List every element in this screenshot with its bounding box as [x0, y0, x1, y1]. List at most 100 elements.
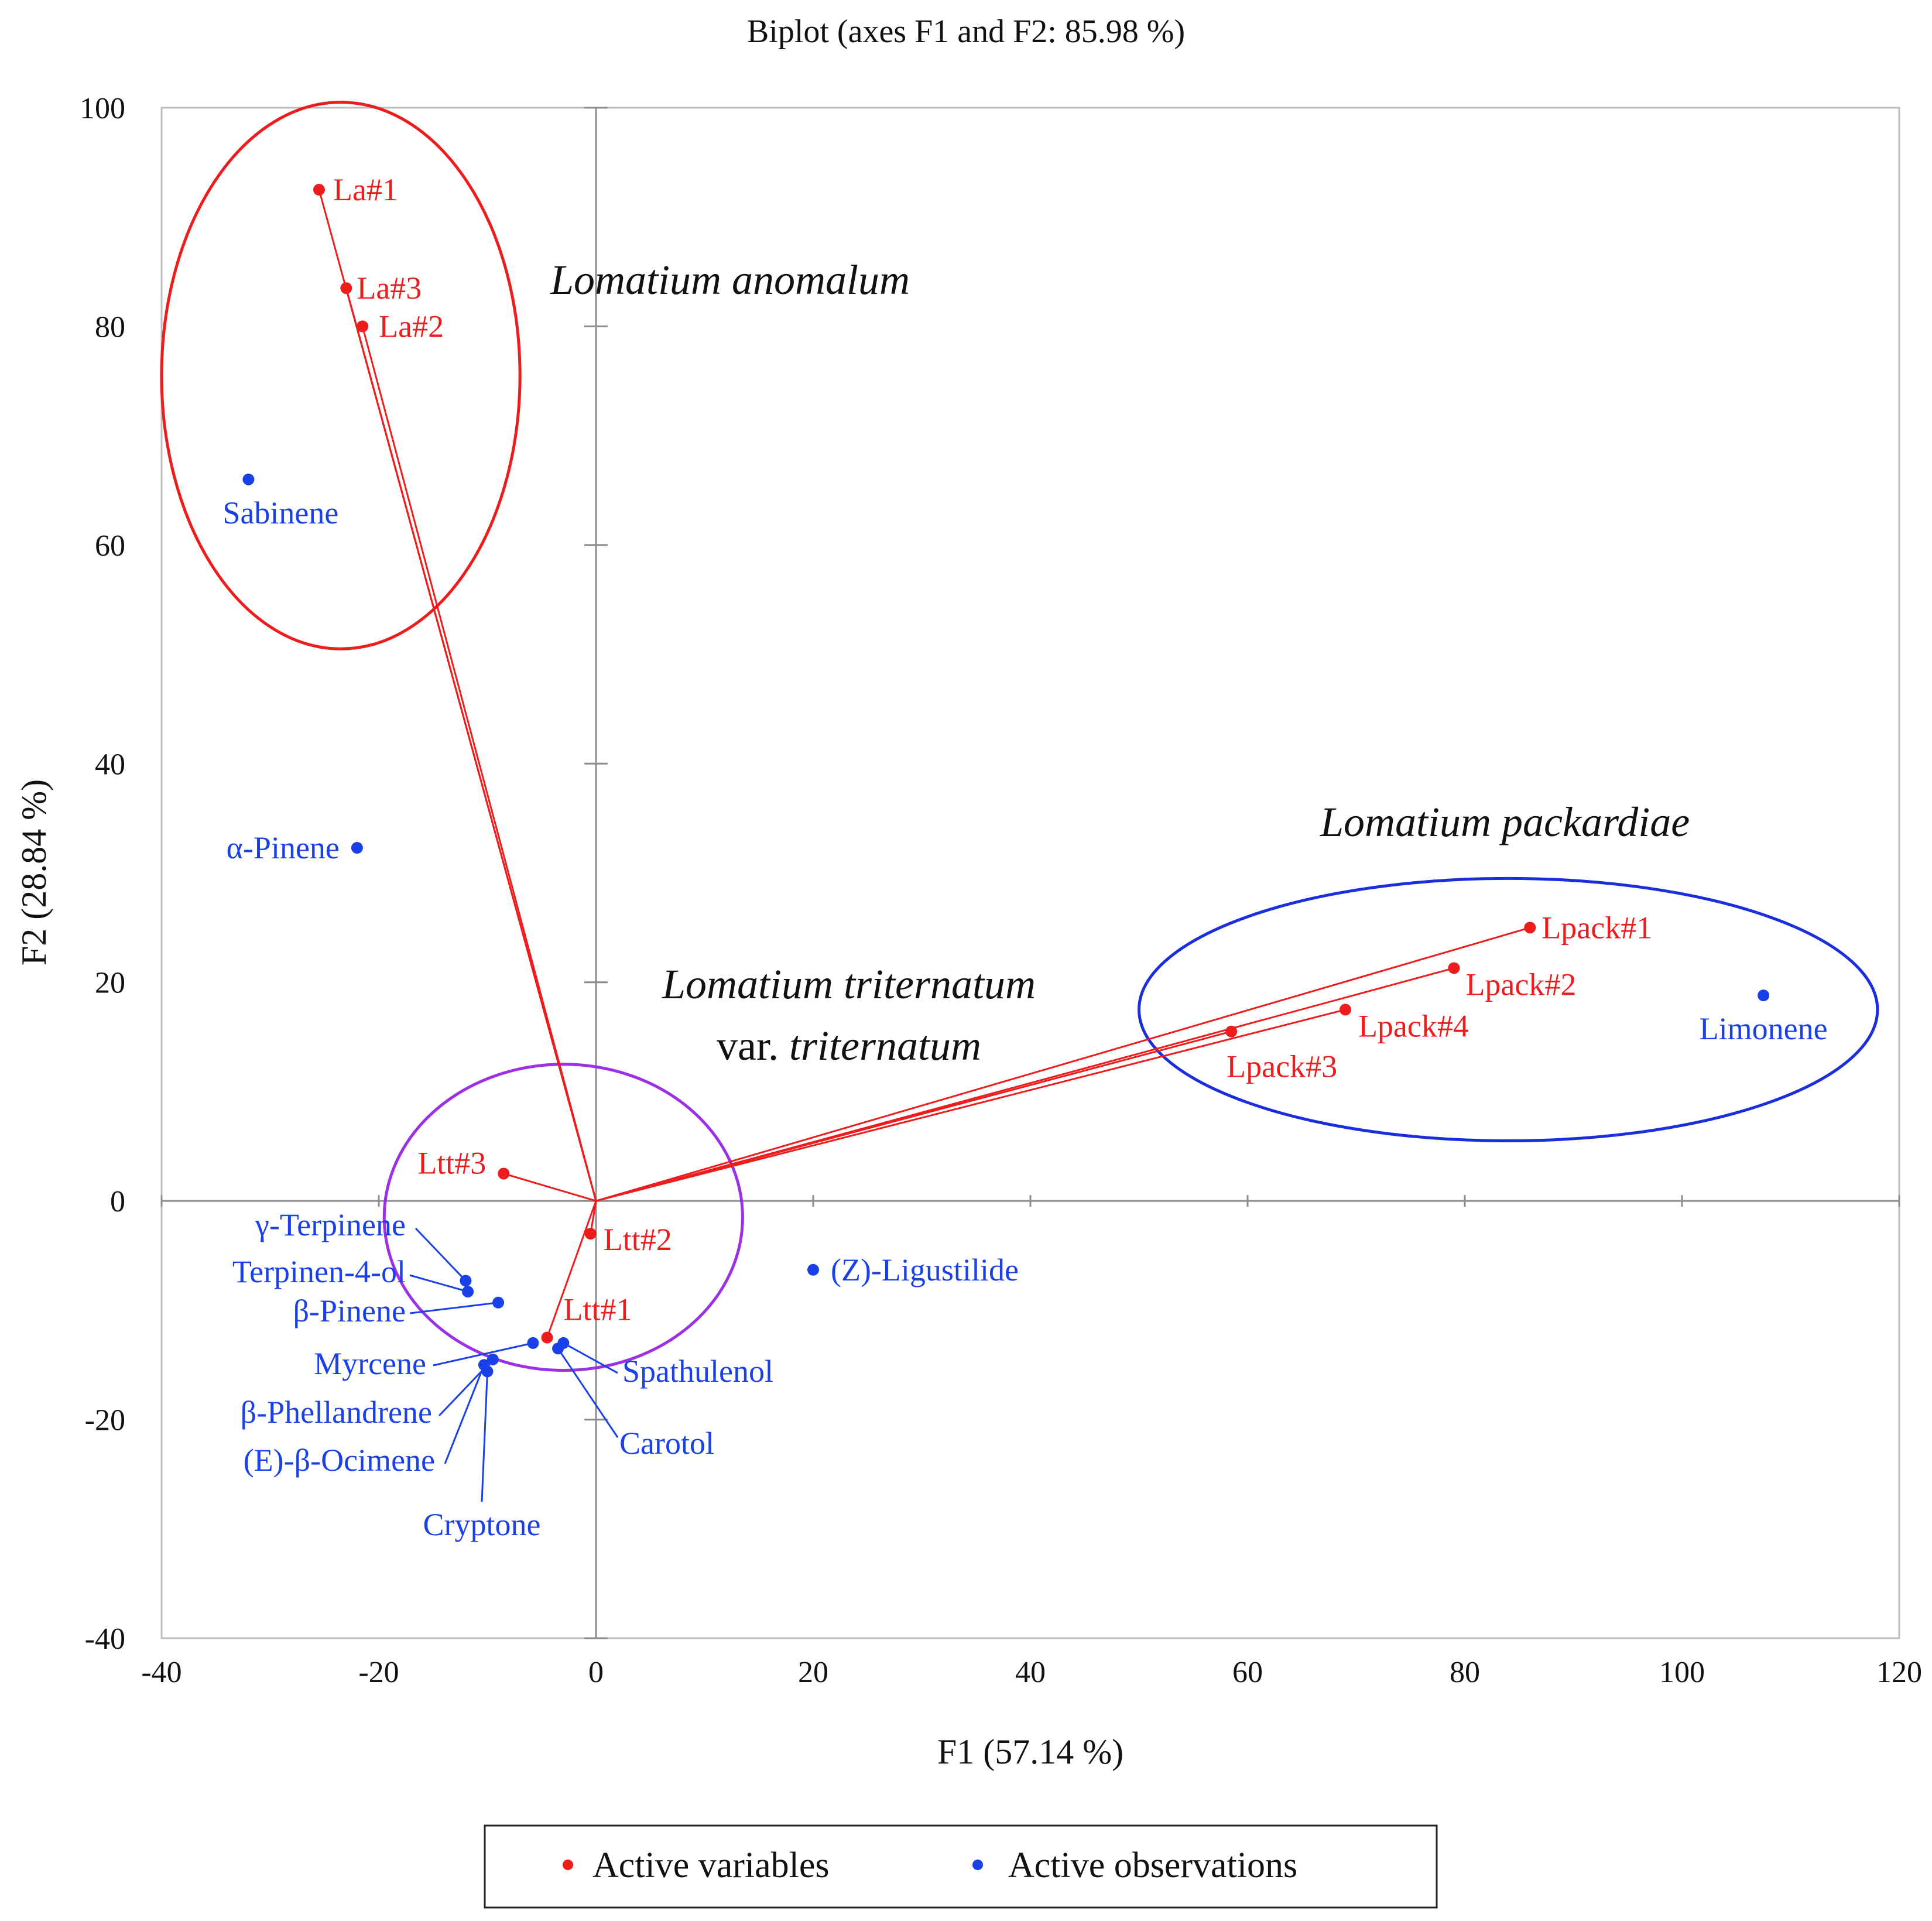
point-labels: La#1 La#3La#2 Ltt#3 Ltt#2 Ltt#1 Lpack#1 Lpack#… [222, 172, 1827, 1542]
point-ltt-1 [541, 1331, 553, 1344]
vector-ltt-1 [546, 1200, 597, 1338]
axes [160, 107, 1900, 1639]
annotation-lomatium-triternatum: Lomatium triternatum [662, 961, 1036, 1008]
label-phellandrene: β-Phellandrene [241, 1395, 432, 1430]
label-spathulenol: Spathulenol [622, 1354, 773, 1389]
y-tick-label: 40 [95, 748, 125, 781]
leader-terpinene [415, 1227, 467, 1282]
point-la-2 [357, 320, 369, 333]
points [242, 184, 1770, 1378]
annotation-lomatium-anomalum: Lomatium anomalum [550, 256, 910, 303]
y-tick-label: -40 [85, 1622, 125, 1656]
ellipse-lomatium-packardiae [1138, 876, 1879, 1142]
y-tick-labels: -40 -20 0 20 40 60 80 100 [80, 92, 125, 1656]
label-leader-lines [409, 1227, 619, 1502]
x-tick-label: 100 [1659, 1656, 1705, 1689]
y-tick-label: 60 [95, 529, 125, 563]
point-pinene [492, 1296, 505, 1309]
label-terpinene: γ-Terpinene [255, 1207, 406, 1242]
leader-pinene [409, 1302, 499, 1314]
x-tick-labels: -40 -20 0 20 40 60 80 100 120 [141, 1656, 1922, 1689]
label-pinene: β-Pinene [293, 1293, 406, 1328]
x-tick-label: 120 [1876, 1656, 1922, 1689]
point-phellandrene [487, 1353, 499, 1365]
label-cryptone: Cryptone [423, 1507, 541, 1542]
x-tick-label: -20 [358, 1656, 399, 1689]
y-tick-label: 0 [110, 1185, 125, 1218]
point-cryptone [481, 1365, 494, 1378]
point-lpack-4 [1339, 1004, 1351, 1016]
chart-title: Biplot (axes F1 and F2: 85.98 %) [747, 13, 1185, 50]
x-axis-label: F1 (57.14 %) [937, 1732, 1123, 1771]
point-carotol [552, 1343, 564, 1355]
label-la-3: La#3 [357, 270, 422, 306]
group-ellipses [160, 101, 1879, 1372]
label-lpack-1: Lpack#1 [1542, 910, 1652, 945]
point-lpack-1 [1524, 922, 1536, 934]
leader-e-ocimene [444, 1364, 485, 1464]
label-la-1: La#1 [333, 172, 398, 207]
vector-lpack-3 [595, 1030, 1232, 1202]
label-lpack-4: Lpack#4 [1358, 1008, 1469, 1043]
leader-cryptone [481, 1371, 488, 1502]
leader-myrcene [433, 1342, 533, 1367]
label-e-ocimene: (E)-β-Ocimene [244, 1443, 435, 1478]
point-ltt-2 [584, 1228, 597, 1240]
point-terpinene [460, 1275, 472, 1287]
x-tick-label: 20 [798, 1656, 828, 1689]
label-la-2: La#2 [379, 309, 444, 344]
x-tick-label: -40 [141, 1656, 181, 1689]
legend-label-active-observations: Active observations [1008, 1845, 1297, 1885]
vector-la-3 [345, 287, 597, 1201]
annotation-var-prefix: var. [717, 1022, 789, 1069]
x-tick-label: 60 [1232, 1656, 1263, 1689]
leader-terpinen-4-ol [409, 1274, 468, 1293]
leader-carotol [557, 1348, 619, 1438]
point-ltt-3 [498, 1167, 510, 1180]
legend-marker-active-observations [972, 1860, 983, 1870]
vector-la-2 [361, 326, 597, 1201]
point-limonene [1758, 989, 1770, 1002]
point-myrcene [527, 1337, 539, 1349]
variable-vectors [318, 189, 1530, 1338]
legend: Active variables Active observations [484, 1824, 1438, 1909]
label-sabinene: Sabinene [222, 495, 338, 530]
x-tick-label: 80 [1450, 1656, 1480, 1689]
point-terpinen-4-ol [462, 1286, 474, 1298]
point-pinene [351, 842, 363, 854]
point-sabinene [242, 473, 255, 485]
point-z-ligustilide [807, 1263, 819, 1276]
y-tick-label: 20 [95, 967, 125, 1000]
label-ltt-2: Ltt#2 [604, 1222, 672, 1257]
y-tick-label: 100 [80, 92, 125, 125]
label-pinene: α-Pinene [227, 830, 340, 865]
x-tick-label: 40 [1015, 1656, 1046, 1689]
legend-marker-active-variables [563, 1860, 573, 1870]
y-axis-label: F2 (28.84 %) [15, 779, 53, 965]
label-lpack-3: Lpack#3 [1227, 1049, 1337, 1084]
ellipse-lomatium-triternatum-var-triternatum [382, 1063, 744, 1372]
label-ltt-1: Ltt#1 [564, 1292, 632, 1327]
annotation-var-triternatum: var. triternatum [717, 1022, 981, 1069]
vector-lpack-1 [595, 926, 1530, 1202]
point-la-3 [340, 282, 352, 295]
annotation-var-name: triternatum [789, 1022, 981, 1069]
label-ltt-3: Ltt#3 [417, 1145, 486, 1180]
y-tick-label: -20 [85, 1404, 125, 1437]
legend-box [484, 1824, 1438, 1909]
vector-lpack-4 [595, 1008, 1346, 1202]
annotation-lomatium-packardiae: Lomatium packardiae [1320, 799, 1690, 845]
vector-ltt-3 [503, 1173, 597, 1202]
label-limonene: Limonene [1700, 1011, 1828, 1046]
point-lpack-3 [1225, 1025, 1238, 1037]
label-z-ligustilide: (Z)-Ligustilide [831, 1252, 1019, 1287]
x-tick-label: 0 [588, 1656, 604, 1689]
legend-label-active-variables: Active variables [592, 1845, 830, 1885]
label-carotol: Carotol [619, 1426, 714, 1461]
label-terpinen-4-ol: Terpinen-4-ol [232, 1254, 406, 1289]
ellipse-lomatium-anomalum [160, 101, 522, 650]
plot-area [160, 107, 1900, 1639]
y-tick-label: 80 [95, 310, 125, 344]
